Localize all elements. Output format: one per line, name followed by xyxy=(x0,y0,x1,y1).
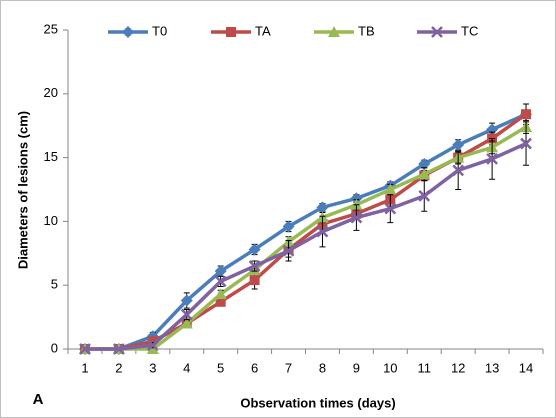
marker xyxy=(486,152,498,165)
legend-label: T0 xyxy=(152,23,167,38)
marker xyxy=(248,260,261,272)
y-tick-label: 5 xyxy=(51,277,58,292)
marker xyxy=(180,317,193,329)
marker xyxy=(418,189,431,202)
marker xyxy=(146,343,159,354)
y-tick-label: 25 xyxy=(44,21,58,36)
x-tick-label: 14 xyxy=(519,360,533,375)
marker xyxy=(215,296,226,307)
y-tick-label: 15 xyxy=(44,149,58,164)
marker xyxy=(418,157,431,170)
x-tick-label: 4 xyxy=(183,360,190,375)
x-tick-label: 8 xyxy=(319,360,326,375)
x-tick-label: 2 xyxy=(115,360,122,375)
marker xyxy=(226,27,236,37)
marker xyxy=(146,339,159,352)
x-tick-label: 7 xyxy=(285,360,292,375)
y-tick-label: 0 xyxy=(51,340,58,355)
marker xyxy=(180,294,193,307)
marker xyxy=(328,26,340,37)
series-line xyxy=(84,125,527,351)
y-tick-label: 20 xyxy=(44,85,58,100)
x-tick-label: 13 xyxy=(485,360,499,375)
marker xyxy=(214,288,227,300)
marker xyxy=(180,308,193,321)
marker xyxy=(520,137,532,150)
series-line xyxy=(84,112,527,351)
marker xyxy=(316,201,329,214)
marker xyxy=(350,192,363,205)
marker xyxy=(214,265,227,278)
legend-label: TB xyxy=(358,23,375,38)
x-tick-label: 12 xyxy=(451,360,465,375)
marker xyxy=(452,164,465,177)
marker xyxy=(521,109,532,120)
x-tick-label: 5 xyxy=(217,360,224,375)
panel-label: A xyxy=(33,391,44,408)
marker xyxy=(79,343,91,355)
x-tick-label: 11 xyxy=(418,360,432,375)
marker xyxy=(384,202,397,215)
x-tick-label: 10 xyxy=(383,360,397,375)
x-tick-label: 9 xyxy=(353,360,360,375)
marker xyxy=(452,138,465,151)
marker xyxy=(350,211,363,224)
marker xyxy=(282,220,295,233)
y-tick-label: 10 xyxy=(44,213,58,228)
marker xyxy=(214,275,227,288)
marker xyxy=(248,243,261,256)
marker xyxy=(418,168,431,180)
marker xyxy=(147,336,158,347)
marker xyxy=(249,275,260,286)
marker xyxy=(431,26,443,38)
legend-label: TA xyxy=(255,23,271,38)
marker xyxy=(282,244,295,257)
x-tick-label: 3 xyxy=(149,360,156,375)
x-tick-label: 1 xyxy=(81,360,88,375)
legend-label: TC xyxy=(461,23,478,38)
marker xyxy=(384,183,397,195)
x-tick-label: 6 xyxy=(251,360,258,375)
y-axis-label: Diameters of lesions (cm) xyxy=(15,111,30,269)
marker xyxy=(122,26,134,38)
marker xyxy=(316,225,329,238)
x-axis-label: Observation times (days) xyxy=(240,395,395,410)
marker xyxy=(113,343,125,355)
